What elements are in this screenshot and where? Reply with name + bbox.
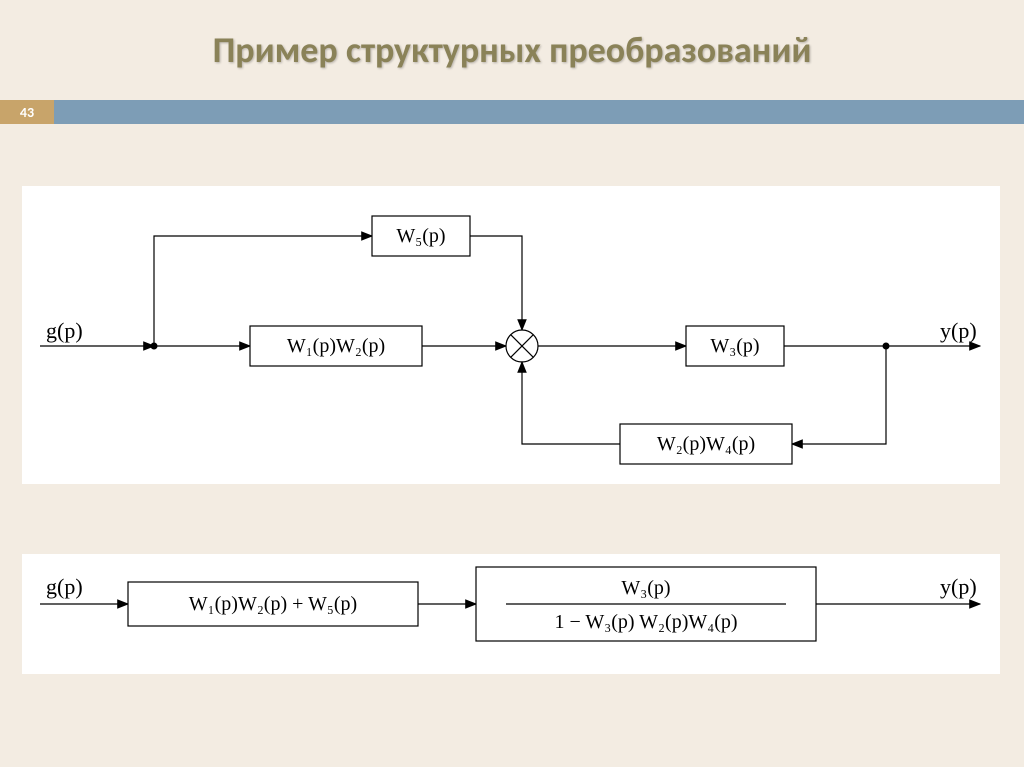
fraction-denominator: 1 − W₃(p) W₂(p)W₄(p): [554, 611, 737, 633]
page-number: 43: [20, 104, 34, 121]
output-label: y(p): [940, 318, 977, 343]
page-title: Пример структурных преобразований: [0, 28, 1024, 72]
block-diagram-1: g(p) W₁(p)W₂(p) W₅(p): [22, 186, 1000, 484]
header-banner: [54, 100, 1024, 124]
fraction-numerator: W₃(p): [621, 577, 670, 599]
output-label-2: y(p): [940, 574, 977, 599]
slide: Пример структурных преобразований 43 g(p…: [0, 0, 1024, 767]
block-diagram-2: g(p) W₁(p)W₂(p) + W₅(p) W₃(p) 1 − W₃(p) …: [22, 554, 1000, 674]
diagram-panel-2: g(p) W₁(p)W₂(p) + W₅(p) W₃(p) 1 − W₃(p) …: [22, 554, 1000, 674]
block-w1w2-label: W₁(p)W₂(p): [287, 335, 385, 357]
input-label: g(p): [46, 318, 83, 343]
block-w5-label: W₅(p): [396, 225, 445, 247]
block-w2w4-label: W₂(p)W₄(p): [657, 433, 755, 455]
diagram-panel-1: g(p) W₁(p)W₂(p) W₅(p): [22, 186, 1000, 484]
block-combined-1-label: W₁(p)W₂(p) + W₅(p): [189, 593, 357, 615]
summing-junction: [506, 330, 538, 362]
input-label-2: g(p): [46, 574, 83, 599]
block-w3-label: W₃(p): [710, 335, 759, 357]
page-number-badge: 43: [0, 100, 54, 124]
